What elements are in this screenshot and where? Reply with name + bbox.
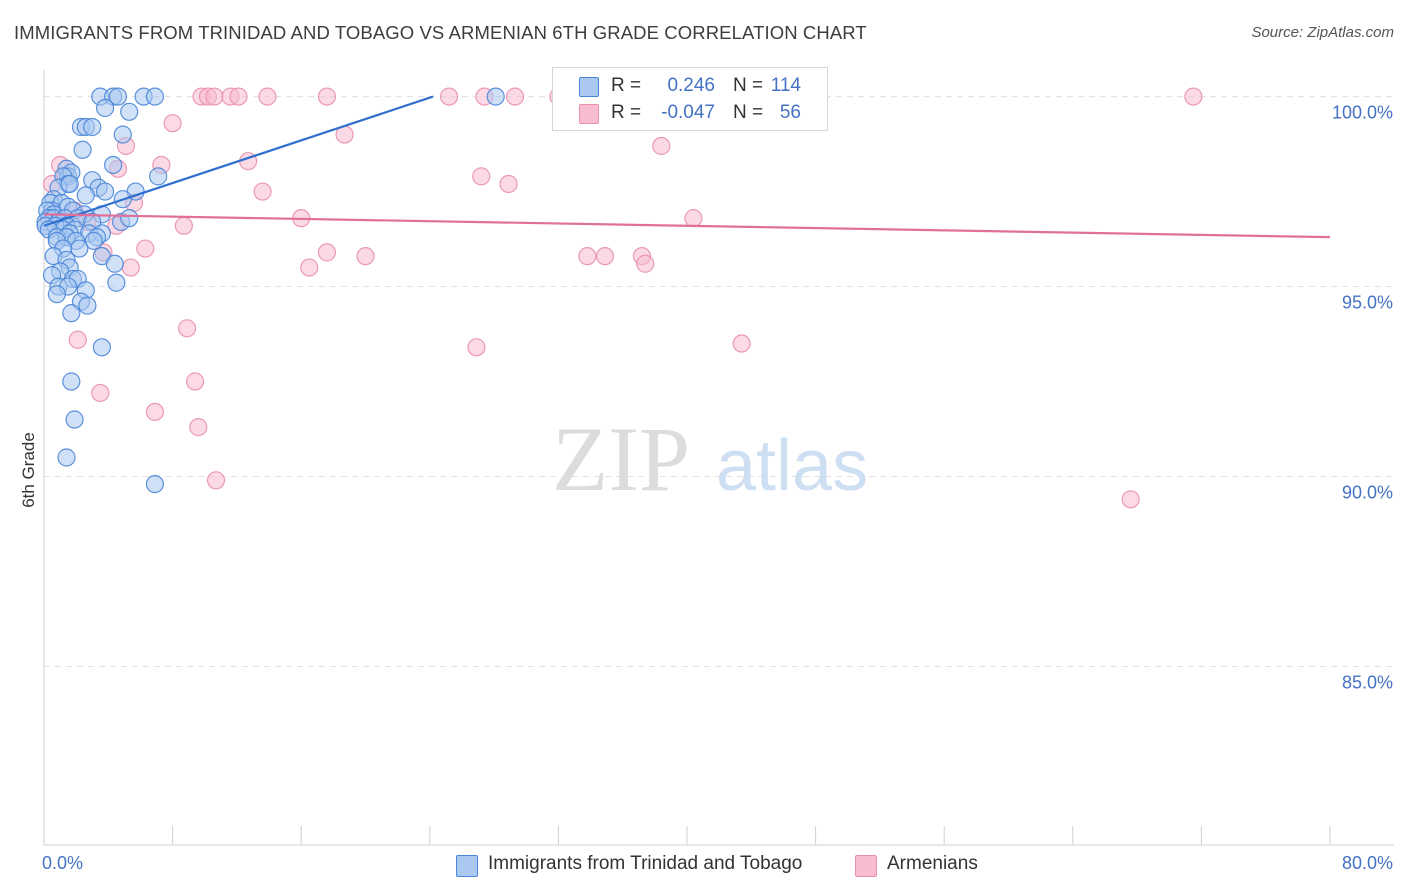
point-trinidad: [120, 102, 139, 121]
legend-n-label: N =: [733, 75, 764, 96]
watermark-atlas: atlas: [716, 426, 868, 506]
point-armenians: [317, 243, 337, 262]
point-armenians: [578, 247, 597, 266]
point-armenians: [163, 114, 182, 133]
point-armenians: [472, 167, 491, 186]
point-armenians: [189, 418, 208, 437]
legend-swatch-blue: [456, 855, 478, 877]
point-armenians: [186, 372, 205, 391]
trend-line-armenians: [43, 213, 1331, 239]
x-tick-labels: 0.0% 80.0%: [42, 853, 1393, 873]
chart-title: IMMIGRANTS FROM TRINIDAD AND TOBAGO VS A…: [14, 22, 867, 43]
series-trinidad: [36, 87, 505, 494]
legend-swatch-pink: [855, 855, 877, 877]
point-trinidad: [145, 87, 165, 106]
y-tick-label: 85.0%: [1342, 672, 1393, 692]
point-armenians: [636, 254, 655, 273]
series-legend: Immigrants from Trinidad and Tobago Arme…: [0, 852, 1406, 878]
point-trinidad: [83, 117, 102, 137]
point-armenians: [1184, 87, 1203, 106]
point-armenians: [258, 87, 277, 106]
y-tick-label: 90.0%: [1342, 482, 1393, 502]
point-armenians: [652, 136, 671, 156]
point-trinidad: [47, 285, 66, 304]
legend-r-label: R =: [611, 75, 642, 96]
point-armenians: [317, 87, 337, 106]
point-armenians: [300, 258, 319, 277]
point-armenians: [206, 471, 226, 490]
point-armenians: [467, 338, 486, 357]
point-armenians: [229, 87, 248, 106]
trend-lines: [43, 95, 1331, 239]
legend-swatch-pink: [579, 104, 599, 124]
point-armenians: [1121, 490, 1140, 509]
point-armenians: [174, 216, 193, 235]
point-armenians: [595, 247, 615, 266]
point-armenians: [205, 87, 224, 106]
point-trinidad: [104, 155, 123, 175]
point-trinidad: [92, 338, 111, 357]
point-trinidad: [73, 140, 92, 159]
point-trinidad: [486, 87, 505, 106]
point-trinidad: [57, 448, 76, 467]
point-armenians: [356, 247, 375, 266]
y-tick-label: 100.0%: [1332, 103, 1393, 123]
point-armenians: [68, 330, 87, 349]
point-armenians: [439, 87, 459, 106]
legend-n-label: N =: [733, 102, 764, 123]
point-armenians: [177, 319, 197, 338]
watermark: ZIP atlas: [552, 408, 868, 510]
point-trinidad: [95, 98, 115, 118]
x-tick-label-min: 0.0%: [42, 853, 83, 873]
point-trinidad: [84, 231, 103, 251]
correlation-legend: R = 0.246 N = 114 R = -0.047 N = 56: [552, 67, 828, 131]
y-tick-label: 95.0%: [1342, 293, 1393, 313]
legend-r-value: 0.246: [667, 75, 715, 96]
point-trinidad: [105, 254, 124, 273]
point-trinidad: [145, 474, 165, 494]
legend-swatch-blue: [579, 77, 599, 97]
point-trinidad: [120, 209, 139, 228]
point-trinidad: [62, 304, 81, 323]
watermark-zip: ZIP: [552, 408, 690, 510]
legend-n-value: 56: [779, 102, 801, 123]
point-armenians: [684, 209, 703, 228]
legend-label-trinidad: Immigrants from Trinidad and Tobago: [488, 853, 803, 874]
point-trinidad: [78, 296, 97, 315]
legend-row-trinidad: R = 0.246 N = 114: [553, 72, 827, 100]
point-trinidad: [95, 182, 115, 201]
y-axis-title: 6th Grade: [19, 432, 38, 508]
legend-r-value: -0.047: [661, 102, 715, 123]
source-credit: Source: ZipAtlas.com: [1251, 24, 1394, 41]
point-armenians: [136, 239, 155, 258]
point-trinidad: [60, 174, 79, 194]
legend-r-label: R =: [611, 102, 642, 123]
point-trinidad: [108, 87, 128, 106]
point-armenians: [499, 174, 518, 194]
trend-line-trinidad: [43, 95, 434, 227]
point-trinidad: [62, 372, 81, 391]
legend-label-armenians: Armenians: [887, 853, 978, 874]
point-armenians: [91, 383, 110, 403]
point-armenians: [121, 258, 140, 277]
point-armenians: [145, 402, 165, 422]
series-armenians: [42, 87, 1203, 509]
point-armenians: [505, 87, 525, 106]
point-armenians: [253, 182, 272, 201]
point-trinidad: [76, 186, 95, 205]
x-tick-label-max: 80.0%: [1342, 853, 1393, 873]
point-trinidad: [70, 239, 89, 258]
y-tick-labels: 100.0% 95.0% 90.0% 85.0%: [1332, 103, 1393, 693]
legend-n-value: 114: [770, 75, 801, 96]
point-trinidad: [149, 167, 168, 186]
point-trinidad: [113, 125, 132, 144]
grid-lines: [44, 96, 1394, 667]
point-trinidad: [65, 410, 84, 429]
legend-row-armenians: R = -0.047 N = 56: [553, 99, 827, 127]
point-armenians: [732, 334, 751, 353]
point-trinidad: [107, 273, 126, 292]
